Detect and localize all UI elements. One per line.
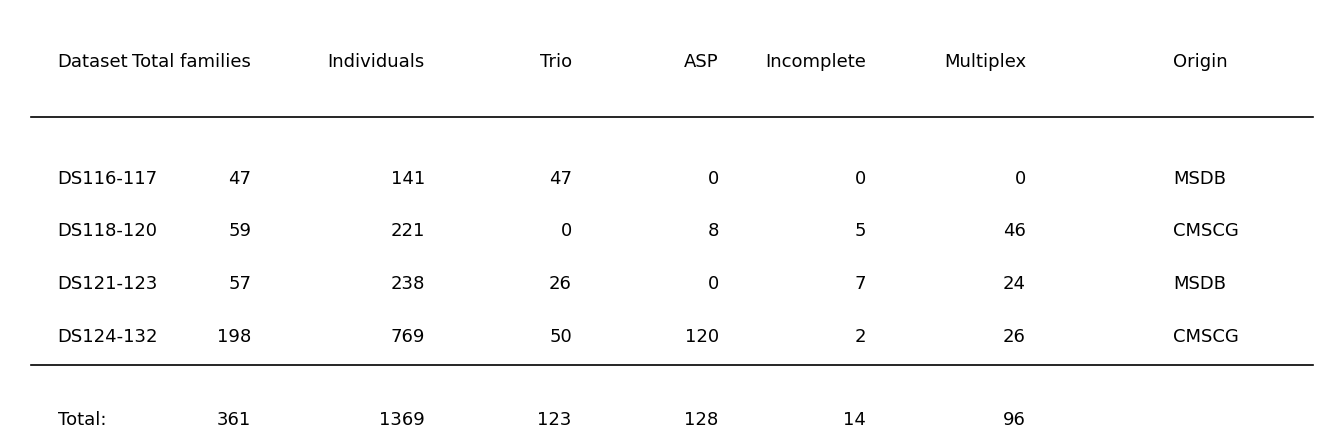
Text: 96: 96 — [1003, 411, 1025, 429]
Text: 2: 2 — [855, 328, 866, 346]
Text: Dataset: Dataset — [58, 53, 128, 71]
Text: 57: 57 — [228, 275, 251, 293]
Text: MSDB: MSDB — [1173, 275, 1226, 293]
Text: DS118-120: DS118-120 — [58, 222, 157, 240]
Text: 361: 361 — [216, 411, 251, 429]
Text: 14: 14 — [843, 411, 866, 429]
Text: 7: 7 — [855, 275, 866, 293]
Text: 0: 0 — [707, 170, 719, 188]
Text: CMSCG: CMSCG — [1173, 328, 1239, 346]
Text: Incomplete: Incomplete — [765, 53, 866, 71]
Text: MSDB: MSDB — [1173, 170, 1226, 188]
Text: 46: 46 — [1003, 222, 1025, 240]
Text: 26: 26 — [1003, 328, 1025, 346]
Text: 128: 128 — [684, 411, 719, 429]
Text: Total:: Total: — [58, 411, 106, 429]
Text: 198: 198 — [216, 328, 251, 346]
Text: DS124-132: DS124-132 — [58, 328, 159, 346]
Text: 238: 238 — [391, 275, 425, 293]
Text: 47: 47 — [228, 170, 251, 188]
Text: 59: 59 — [228, 222, 251, 240]
Text: 120: 120 — [684, 328, 719, 346]
Text: CMSCG: CMSCG — [1173, 222, 1239, 240]
Text: Trio: Trio — [540, 53, 571, 71]
Text: Individuals: Individuals — [328, 53, 425, 71]
Text: 8: 8 — [707, 222, 719, 240]
Text: 5: 5 — [855, 222, 866, 240]
Text: 0: 0 — [1015, 170, 1025, 188]
Text: Total families: Total families — [133, 53, 251, 71]
Text: 0: 0 — [855, 170, 866, 188]
Text: 221: 221 — [391, 222, 425, 240]
Text: 769: 769 — [391, 328, 425, 346]
Text: 50: 50 — [550, 328, 571, 346]
Text: DS121-123: DS121-123 — [58, 275, 159, 293]
Text: 141: 141 — [391, 170, 425, 188]
Text: ASP: ASP — [684, 53, 719, 71]
Text: Multiplex: Multiplex — [943, 53, 1025, 71]
Text: 24: 24 — [1003, 275, 1025, 293]
Text: 123: 123 — [538, 411, 571, 429]
Text: 26: 26 — [548, 275, 571, 293]
Text: 0: 0 — [707, 275, 719, 293]
Text: 0: 0 — [560, 222, 571, 240]
Text: DS116-117: DS116-117 — [58, 170, 157, 188]
Text: 1369: 1369 — [379, 411, 425, 429]
Text: Origin: Origin — [1173, 53, 1227, 71]
Text: 47: 47 — [548, 170, 571, 188]
